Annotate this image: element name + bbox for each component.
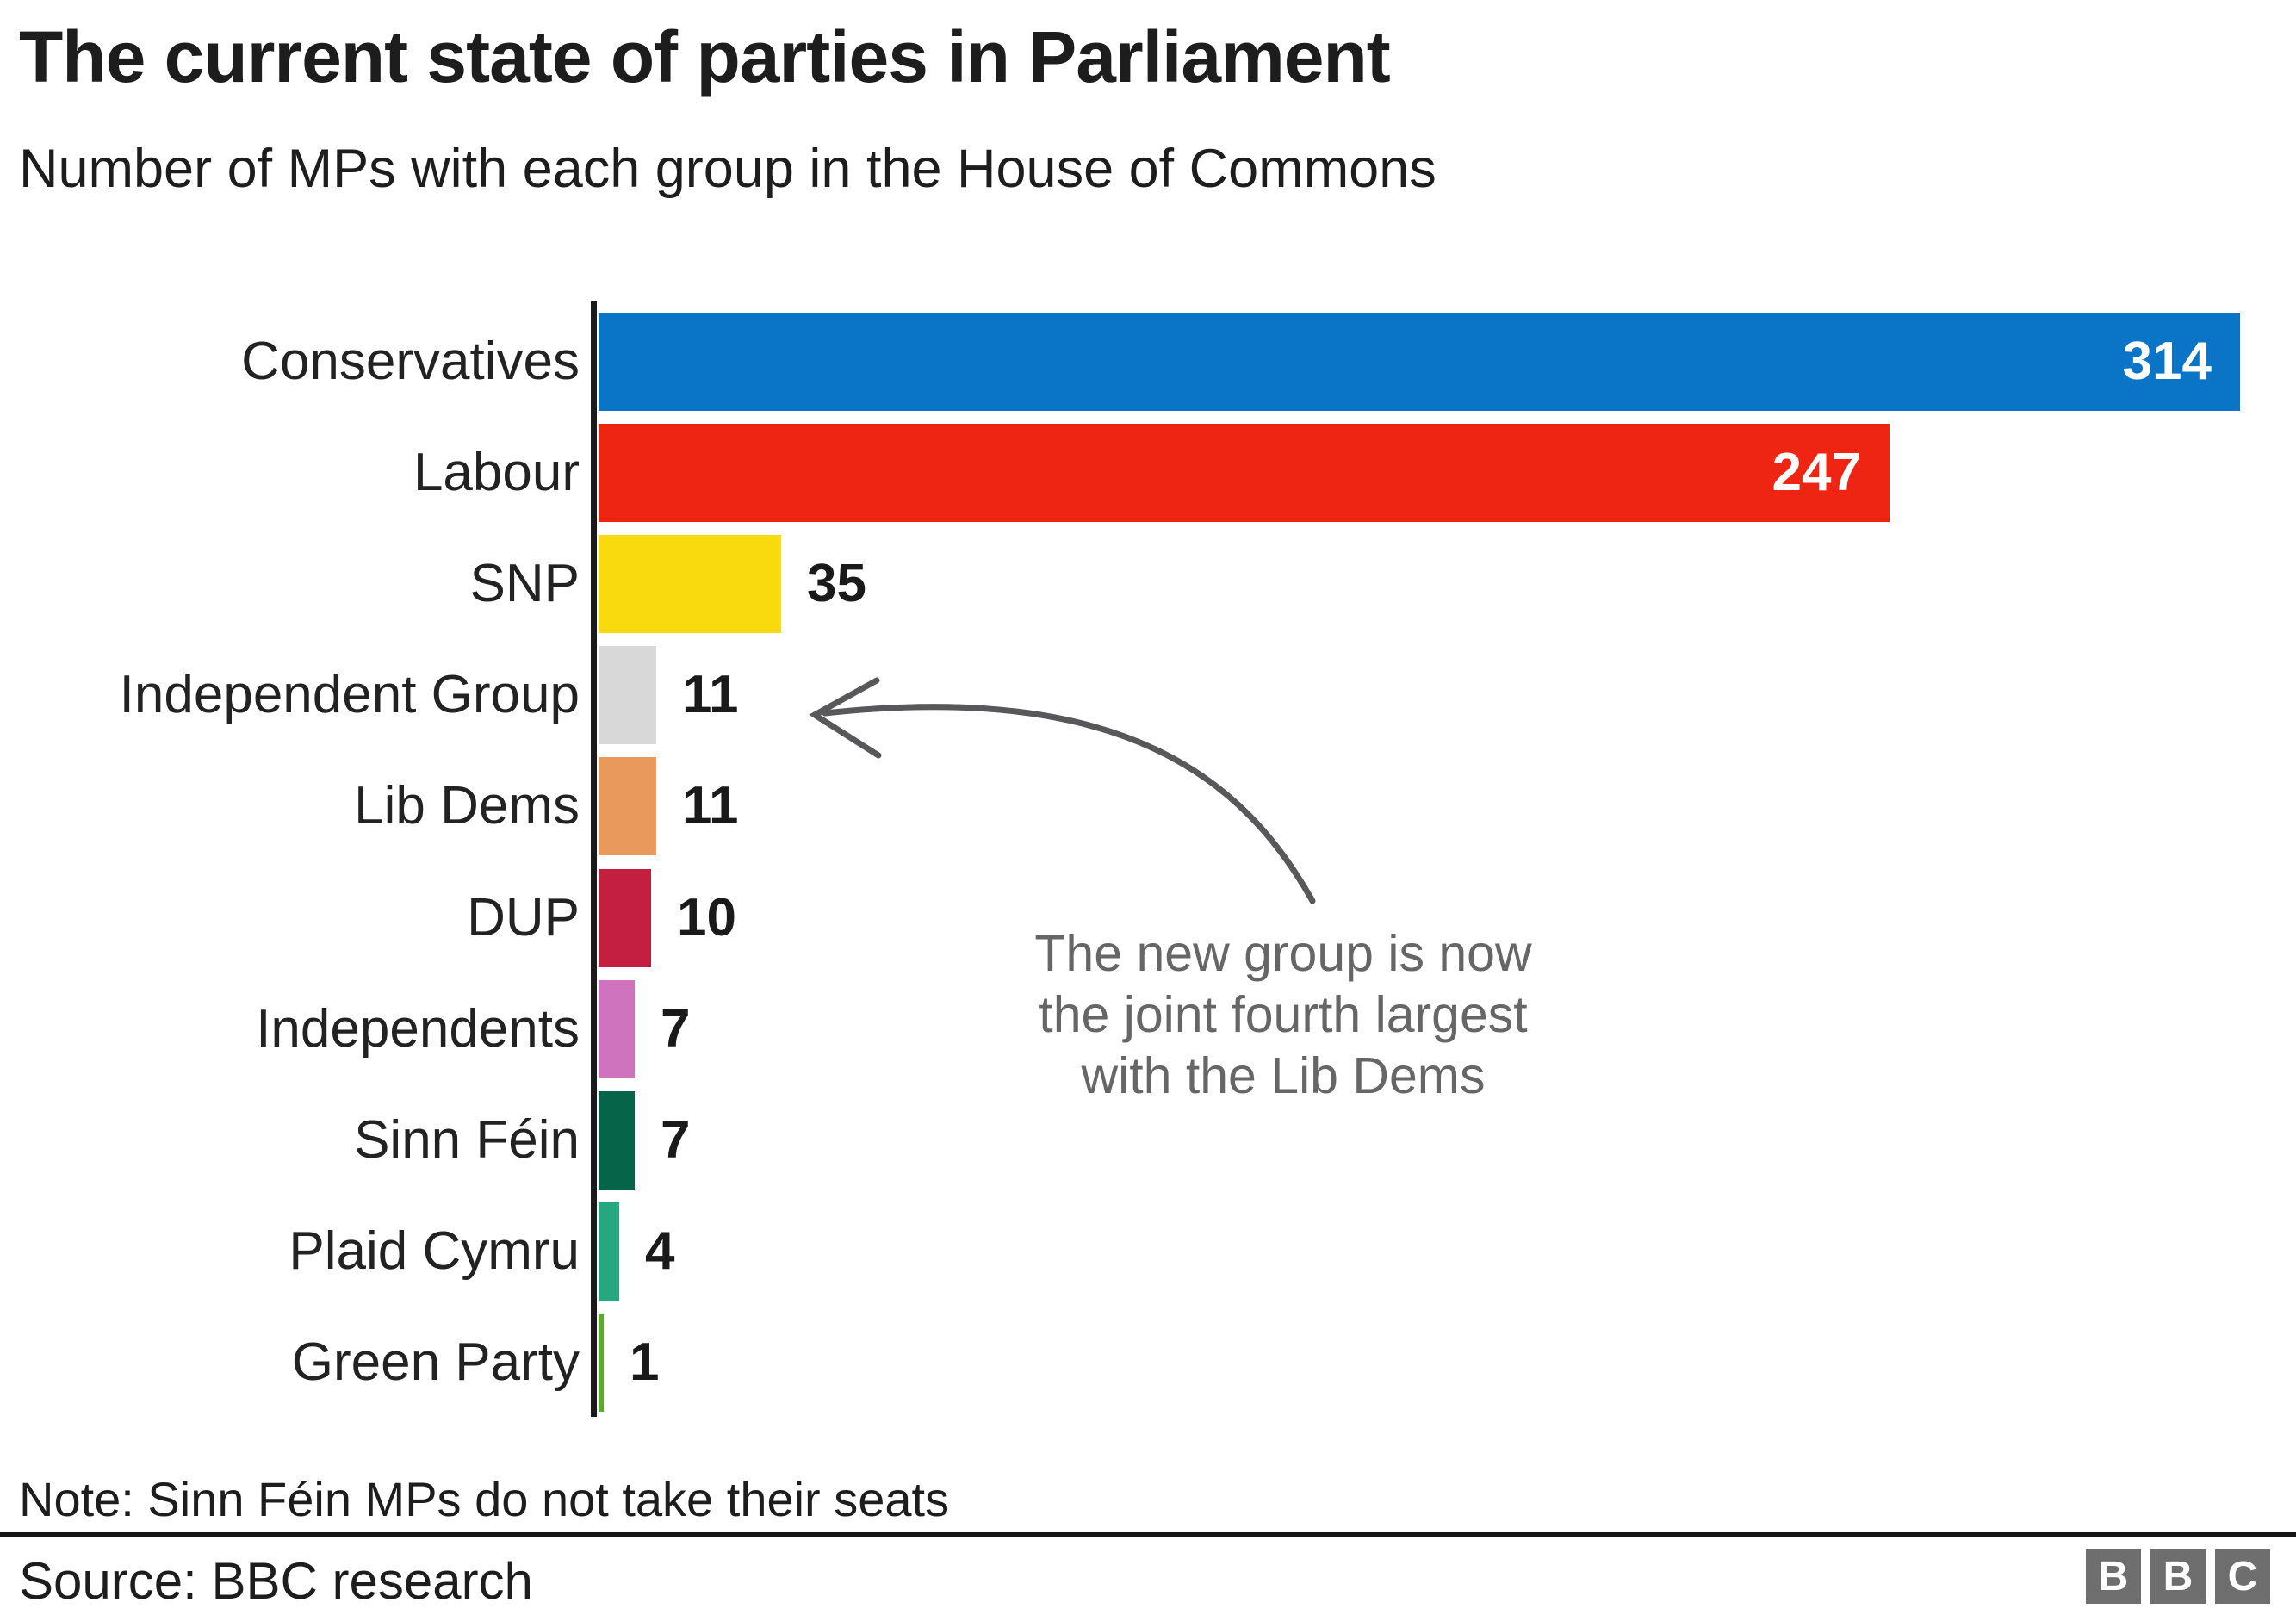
annotation-text: The new group is now the joint fourth la… xyxy=(1034,925,1532,1104)
bar: 247 xyxy=(599,423,1890,522)
bar-value-label: 247 xyxy=(1772,442,1861,502)
bar-value-label: 7 xyxy=(661,1109,691,1170)
note-text: Note: Sinn Féin MPs do not take their se… xyxy=(19,1472,950,1526)
footer-divider xyxy=(0,1532,2296,1537)
bar-value-label: 7 xyxy=(661,998,691,1059)
bar-category-label: SNP xyxy=(469,553,580,613)
bar-row: Independents 7 xyxy=(0,973,2296,1084)
bar xyxy=(599,1202,619,1301)
bar xyxy=(599,1314,604,1413)
y-axis-line xyxy=(591,301,597,1417)
bar-value-label: 314 xyxy=(2122,331,2212,391)
bar-row: Sinn Féin 7 xyxy=(0,1084,2296,1196)
bar-value-label: 10 xyxy=(677,887,736,947)
chart-subtitle: Number of MPs with each group in the Hou… xyxy=(19,139,1437,199)
bar-zone: 4 xyxy=(599,1202,2296,1301)
bar-category-label: Sinn Féin xyxy=(354,1109,580,1170)
bar-row: Plaid Cymru 4 xyxy=(0,1196,2296,1308)
bar-category-label: Lib Dems xyxy=(354,776,580,836)
bbc-logo-block: C xyxy=(2215,1549,2270,1604)
bar-value-label: 11 xyxy=(682,776,739,836)
bar-value-label: 35 xyxy=(807,553,866,613)
bar-zone: 35 xyxy=(599,534,2296,633)
bar xyxy=(599,646,656,745)
bar-category-label: Independents xyxy=(256,998,580,1059)
bar-category-label: Independent Group xyxy=(119,665,580,725)
bar-chart: Conservatives 314 Labour 247 SNP 35 Independen… xyxy=(0,301,2296,1419)
bar-zone: 1 xyxy=(599,1314,2296,1413)
bar-row: SNP 35 xyxy=(0,528,2296,639)
bar-zone: 10 xyxy=(599,868,2296,967)
bar-zone: 7 xyxy=(599,1090,2296,1190)
bar: 314 xyxy=(599,312,2240,411)
bar-zone: 247 xyxy=(599,423,2296,522)
bar xyxy=(599,979,635,1078)
bar-category-label: Green Party xyxy=(291,1332,580,1393)
bar-row: Lib Dems 11 xyxy=(0,751,2296,862)
bar-zone: 11 xyxy=(599,757,2296,856)
bbc-logo-block: B xyxy=(2150,1549,2206,1604)
bar xyxy=(599,1090,635,1190)
bar-zone: 314 xyxy=(599,312,2296,411)
bar-row: DUP 10 xyxy=(0,862,2296,973)
bar-category-label: DUP xyxy=(467,887,580,947)
bbc-logo-block: B xyxy=(2086,1549,2141,1604)
bar-value-label: 4 xyxy=(645,1221,675,1282)
bar-row: Green Party 1 xyxy=(0,1308,2296,1419)
bar-category-label: Plaid Cymru xyxy=(289,1221,580,1282)
bar-value-label: 11 xyxy=(682,665,739,725)
bar-category-label: Labour xyxy=(413,442,580,502)
bar-zone: 11 xyxy=(599,646,2296,745)
bar-zone: 7 xyxy=(599,979,2296,1078)
bar-category-label: Conservatives xyxy=(241,331,580,391)
source-text: Source: BBC research xyxy=(19,1552,533,1610)
bar xyxy=(599,868,651,967)
bar-row: Independent Group 11 xyxy=(0,640,2296,751)
bar-value-label: 1 xyxy=(630,1332,660,1393)
bar-row: Conservatives 314 xyxy=(0,306,2296,417)
bar-row: Labour 247 xyxy=(0,417,2296,528)
bar xyxy=(599,534,781,633)
chart-title: The current state of parties in Parliame… xyxy=(19,16,1391,97)
bar xyxy=(599,757,656,856)
